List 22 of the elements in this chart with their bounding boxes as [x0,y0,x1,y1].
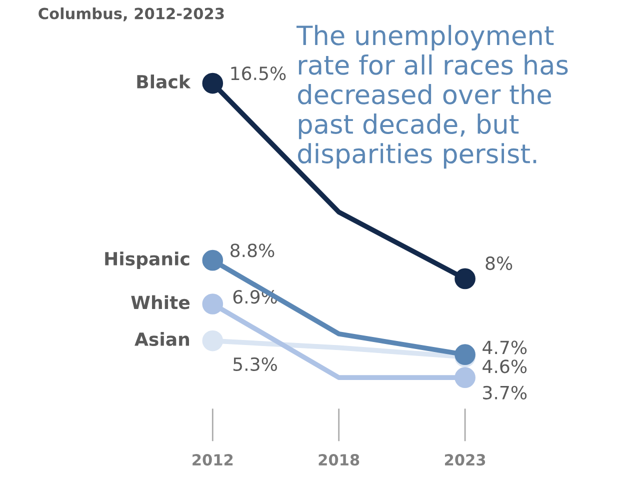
data-label: 5.3% [233,357,277,372]
series-label: White [131,295,190,310]
point [202,294,224,314]
data-label: 8% [486,256,512,270]
annotation: The unemployment rate for all races has decreased over the past decade, but disparities persist. [296,24,568,169]
series-label: Asian [134,332,190,346]
data-label: 16.5% [231,66,286,80]
x-tick-label: 2018 [318,454,360,466]
point [202,330,224,352]
data-label: 8.8% [230,244,274,258]
point [202,250,224,271]
point [454,268,476,290]
series-label: Black [137,74,191,89]
x-tick-label: 2023 [444,454,486,466]
data-label: 4.7% [482,340,527,354]
data-label: 3.7% [483,386,527,400]
point [454,367,476,388]
series-label: Hispanic [105,252,190,270]
chart-title: Columbus, 2012-2023 [38,7,224,22]
data-label: 4.6% [482,360,527,374]
point [202,72,224,94]
x-tick-label: 2012 [192,454,233,466]
